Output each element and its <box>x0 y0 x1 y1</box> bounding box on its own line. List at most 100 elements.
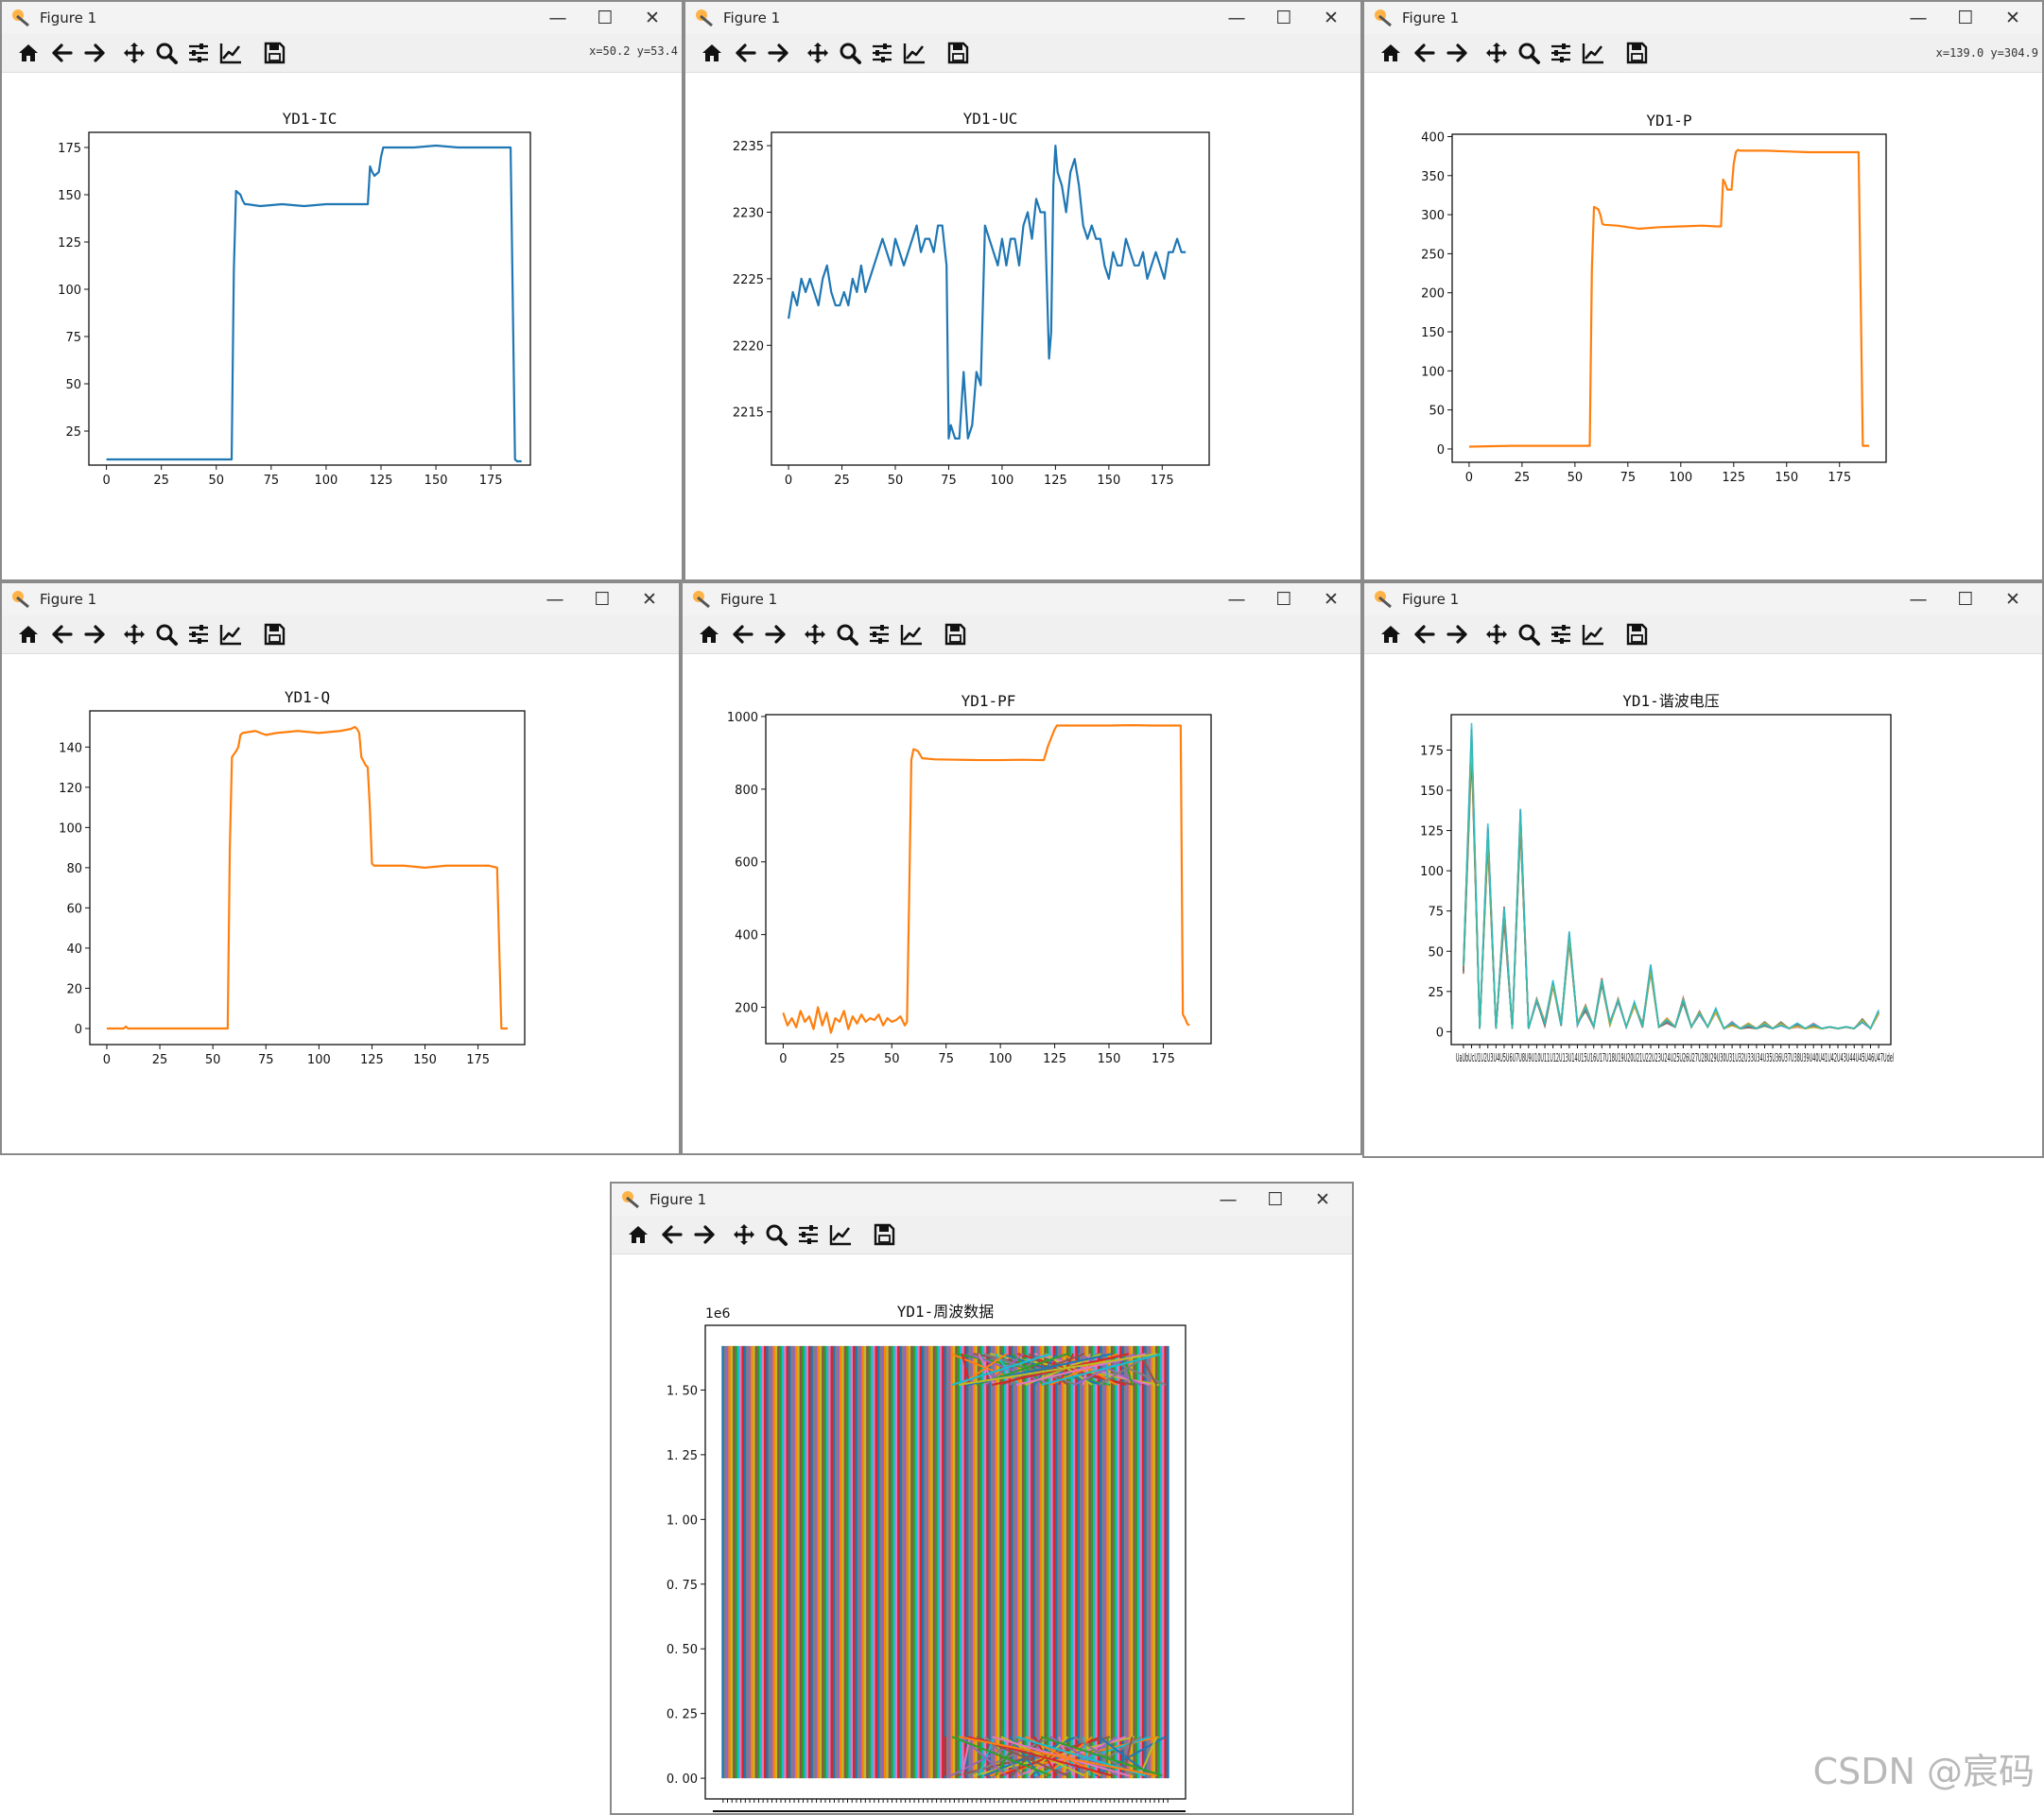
chart-yd1-p[interactable]: YD1-P 0 50 100 150 200 250 300 350 400 0 25 50 75 100 1… <box>1364 73 2042 574</box>
minimize-button[interactable]: — <box>1227 589 1246 610</box>
configure-subplots-tool-button[interactable] <box>795 1222 822 1247</box>
edit-axis-tool-button[interactable] <box>901 41 927 65</box>
edit-axis-tool-button[interactable] <box>827 1222 854 1247</box>
zoom-tool-button[interactable] <box>153 41 180 65</box>
home-tool-button[interactable] <box>1377 622 1404 647</box>
zoom-tool-button[interactable] <box>1516 41 1542 65</box>
y-tick-label: 800 <box>735 784 758 798</box>
back-tool-button[interactable] <box>733 41 759 65</box>
chart-yd1-uc[interactable]: YD1-UC 2215 2220 2225 2230 2235 0 25 50 75 100 125 1… <box>685 73 1360 574</box>
save-tool-button[interactable] <box>944 41 971 65</box>
pan-tool-button[interactable] <box>731 1222 757 1247</box>
home-tool-button[interactable] <box>15 41 42 65</box>
forward-tool-button[interactable] <box>81 41 108 65</box>
edit-axis-tool-button[interactable] <box>898 622 925 647</box>
close-button[interactable]: ✕ <box>1324 8 1339 28</box>
maximize-button[interactable]: ☐ <box>1275 8 1292 28</box>
back-tool-button[interactable] <box>1412 41 1438 65</box>
save-tool-button[interactable] <box>261 622 287 647</box>
configure-subplots-icon <box>1551 625 1570 644</box>
configure-subplots-tool-button[interactable] <box>1548 41 1574 65</box>
maximize-button[interactable]: ☐ <box>1275 589 1292 610</box>
forward-tool-button[interactable] <box>81 622 108 647</box>
maximize-button[interactable]: ☐ <box>594 589 611 610</box>
chart-yd1-ic[interactable]: YD1-IC 25 50 75 100 125 150 175 0 25 50 75 100 125 150… <box>2 73 682 574</box>
configure-subplots-tool-button[interactable] <box>1548 622 1574 647</box>
maximize-button[interactable]: ☐ <box>1957 8 1974 28</box>
back-tool-button[interactable] <box>730 622 756 647</box>
save-tool-button[interactable] <box>1623 622 1650 647</box>
chart-yd1-cycle[interactable]: YD1-周波数据 0. 00 0. 25 0. 50 0. 75 1. 00 1. 25 1.… <box>612 1254 1352 1812</box>
title-bar[interactable]: Figure 1 — ☐ ✕ <box>1364 583 2042 615</box>
title-bar[interactable]: Figure 1 — ☐ ✕ <box>1364 2 2042 34</box>
zoom-tool-button[interactable] <box>153 622 180 647</box>
chart-yd1-pf[interactable]: YD1-PF 200 400 600 800 1000 0 25 50 75 100 125 150 17… <box>683 654 1360 1150</box>
minimize-button[interactable]: — <box>1909 589 1928 610</box>
edit-axis-tool-button[interactable] <box>1580 41 1606 65</box>
pan-tool-button[interactable] <box>805 41 831 65</box>
minimize-button[interactable]: — <box>1219 1189 1238 1210</box>
title-bar[interactable]: Figure 1 — ☐ ✕ <box>683 583 1360 615</box>
forward-tool-button[interactable] <box>1444 41 1470 65</box>
title-bar[interactable]: Figure 1 — ☐ ✕ <box>2 2 682 34</box>
close-button[interactable]: ✕ <box>2005 589 2020 610</box>
pan-tool-button[interactable] <box>1483 622 1510 647</box>
save-tool-button[interactable] <box>1623 41 1650 65</box>
zoom-tool-button[interactable] <box>834 622 860 647</box>
minimize-button[interactable]: — <box>546 589 564 610</box>
pan-tool-button[interactable] <box>1483 41 1510 65</box>
x-tick-label: 100 <box>989 1052 1013 1066</box>
navigation-toolbar <box>612 1216 1352 1254</box>
back-tool-button[interactable] <box>49 622 76 647</box>
back-tool-button[interactable] <box>1412 622 1438 647</box>
back-tool-button[interactable] <box>659 1222 685 1247</box>
configure-subplots-tool-button[interactable] <box>185 41 212 65</box>
title-bar[interactable]: Figure 1 — ☐ ✕ <box>2 583 679 615</box>
x-tick-label: 125 <box>360 1053 384 1067</box>
chart-title: YD1-谐波电压 <box>1622 692 1720 710</box>
close-button[interactable]: ✕ <box>2005 8 2020 28</box>
save-tool-button[interactable] <box>871 1222 897 1247</box>
chart-yd1-harmonic[interactable]: YD1-谐波电压 0 25 50 75 100 125 150 175 UaUbUcU1U2U3U… <box>1364 654 2042 1155</box>
close-button[interactable]: ✕ <box>642 589 657 610</box>
x-tick-label: 25 <box>1515 471 1531 485</box>
forward-tool-button[interactable] <box>691 1222 718 1247</box>
home-tool-button[interactable] <box>696 622 722 647</box>
home-tool-button[interactable] <box>1377 41 1404 65</box>
configure-subplots-tool-button[interactable] <box>869 41 895 65</box>
forward-tool-button[interactable] <box>762 622 788 647</box>
home-tool-button[interactable] <box>699 41 725 65</box>
harmonic-series-line <box>1463 744 1879 1030</box>
home-tool-button[interactable] <box>625 1222 651 1247</box>
configure-subplots-tool-button[interactable] <box>185 622 212 647</box>
maximize-button[interactable]: ☐ <box>597 8 614 28</box>
title-bar[interactable]: Figure 1 — ☐ ✕ <box>612 1184 1352 1216</box>
close-button[interactable]: ✕ <box>645 8 660 28</box>
edit-axis-tool-button[interactable] <box>217 622 244 647</box>
y-tick-label: 125 <box>1420 825 1444 839</box>
minimize-button[interactable]: — <box>1909 8 1928 28</box>
chart-yd1-q[interactable]: YD1-Q 0 20 40 60 80 100 120 140 0 25 50 75 100 125 150 1… <box>2 654 679 1150</box>
save-tool-button[interactable] <box>942 622 968 647</box>
forward-tool-button[interactable] <box>1444 622 1470 647</box>
minimize-button[interactable]: — <box>1227 8 1246 28</box>
edit-axis-tool-button[interactable] <box>217 41 244 65</box>
forward-tool-button[interactable] <box>765 41 791 65</box>
pan-tool-button[interactable] <box>121 41 147 65</box>
home-tool-button[interactable] <box>15 622 42 647</box>
edit-axis-tool-button[interactable] <box>1580 622 1606 647</box>
zoom-tool-button[interactable] <box>1516 622 1542 647</box>
maximize-button[interactable]: ☐ <box>1957 589 1974 610</box>
zoom-tool-button[interactable] <box>837 41 863 65</box>
configure-subplots-tool-button[interactable] <box>866 622 892 647</box>
zoom-tool-button[interactable] <box>763 1222 789 1247</box>
pan-tool-button[interactable] <box>121 622 147 647</box>
title-bar[interactable]: Figure 1 — ☐ ✕ <box>685 2 1360 34</box>
close-button[interactable]: ✕ <box>1315 1189 1330 1210</box>
back-tool-button[interactable] <box>49 41 76 65</box>
pan-tool-button[interactable] <box>802 622 828 647</box>
maximize-button[interactable]: ☐ <box>1267 1189 1284 1210</box>
close-button[interactable]: ✕ <box>1324 589 1339 610</box>
save-tool-button[interactable] <box>261 41 287 65</box>
minimize-button[interactable]: — <box>548 8 567 28</box>
